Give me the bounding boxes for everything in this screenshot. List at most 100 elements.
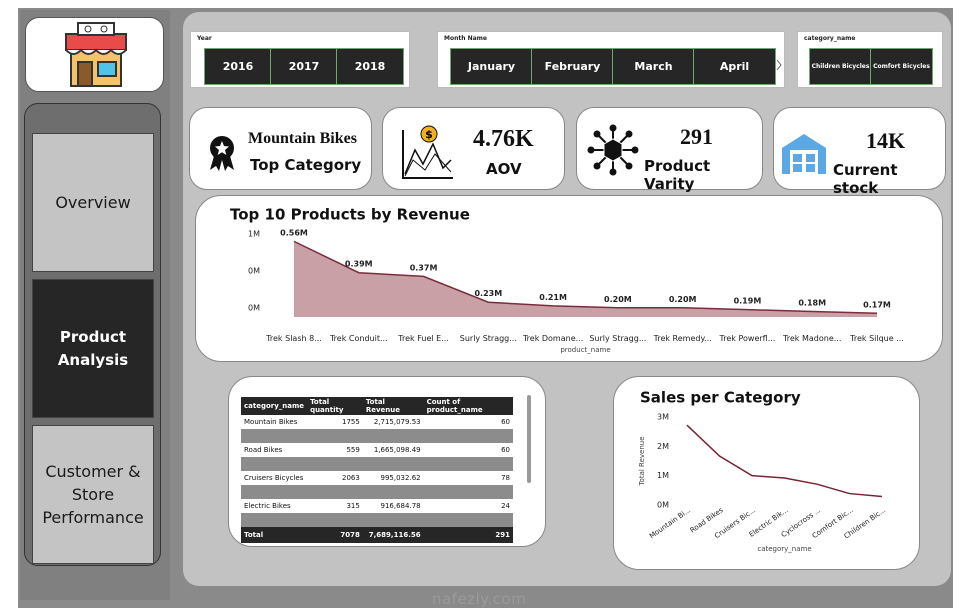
data-label: 0.17M — [863, 300, 891, 309]
y-axis-label: Total Revenue — [638, 436, 646, 486]
column-header: Total Revenue — [362, 397, 424, 415]
table-cell: 1755 — [341, 418, 360, 426]
column-header: Count of product_name — [423, 397, 513, 415]
award-icon — [210, 136, 234, 171]
network-icon — [587, 124, 639, 176]
y-tick-label: 0M — [248, 266, 260, 275]
slicer-option[interactable]: April — [693, 48, 776, 85]
chart-card: Top 10 Products by Revenue 0M 0M 1M Trek Sla… — [195, 195, 943, 362]
slicer-option[interactable]: February — [531, 48, 614, 85]
data-label: 0.20M — [669, 295, 697, 304]
row-spacer — [241, 429, 513, 443]
spacer-cell — [241, 429, 308, 443]
table-row: Electric Bikes 315 916,684.78 24 — [241, 499, 513, 513]
table-cell: 2,715,079.53 — [373, 418, 421, 426]
chart-title: Sales per Category — [640, 389, 801, 407]
line — [293, 240, 878, 315]
spacer-cell — [362, 485, 424, 499]
area — [294, 241, 877, 317]
spacer-cell — [423, 485, 513, 499]
y-tick-label: 1M — [248, 230, 260, 239]
spacer-cell — [307, 457, 363, 471]
nav-button[interactable]: Overview — [32, 133, 154, 272]
line-chart: Sales per Category 0M 1M 2M 3M Mountain Bi...… — [638, 389, 887, 554]
nav-button[interactable]: Customer & Store Performance — [32, 425, 154, 564]
table-cell: 24 — [501, 502, 510, 510]
data-label: 0.21M — [539, 293, 567, 302]
x-tick-label: Trek Slash 8... — [265, 334, 322, 343]
y-tick-label: 3M — [657, 413, 669, 422]
kpi-label: AOV — [486, 160, 522, 178]
shop-icon — [65, 22, 127, 87]
scroll-arrow[interactable] — [775, 58, 783, 72]
chart-title: Top 10 Products by Revenue — [230, 206, 470, 224]
y-tick-label: 0M — [248, 303, 260, 312]
kpi-value: 4.76K — [473, 126, 534, 152]
kpi-value: Mountain Bikes — [248, 130, 357, 147]
data-label: 0.56M — [280, 228, 308, 237]
y-tick-label: 2M — [657, 442, 669, 451]
x-tick-label: Trek Silque ... — [849, 334, 904, 343]
spacer-cell — [362, 429, 424, 443]
spacer-cell — [423, 513, 513, 527]
kpi-value: 14K — [866, 128, 906, 153]
nav-button-active[interactable]: Product Analysis — [32, 279, 154, 418]
y-tick-label: 0M — [657, 501, 669, 510]
x-tick-label: Surly Stragg... — [460, 334, 517, 343]
warehouse-icon — [782, 134, 826, 174]
data-label: 0.20M — [604, 295, 632, 304]
spacer-cell — [241, 513, 308, 527]
spacer-cell — [423, 457, 513, 471]
data-label: 0.37M — [410, 263, 438, 272]
slicer-option[interactable]: 2018 — [336, 48, 404, 85]
watermark: nafezly.com — [432, 590, 527, 608]
table-cell: 559 — [346, 446, 360, 454]
table-cell: Electric Bikes — [244, 502, 291, 510]
table-row: Road Bikes 559 1,665,098.49 60 — [241, 443, 513, 457]
total-cell: 7078 — [307, 527, 363, 543]
svg-text:$: $ — [425, 128, 433, 141]
table-cell: Mountain Bikes — [244, 418, 298, 426]
chart-icon: $ — [402, 125, 453, 179]
slicer-option[interactable]: Comfort Bicycles — [870, 48, 933, 85]
category-slicer: category_name Children Bicycles Comfort … — [797, 31, 943, 88]
x-tick-label: Surly Stragg... — [589, 334, 646, 343]
slicer-option[interactable]: Children Bicycles — [809, 48, 872, 85]
spacer-cell — [362, 513, 424, 527]
slicer-option[interactable]: March — [612, 48, 695, 85]
total-cell: 291 — [423, 527, 513, 543]
slicer-title: category_name — [804, 35, 856, 42]
kpi-label: Product Varity — [644, 157, 711, 193]
slicer-title: Year — [197, 35, 212, 42]
slicer-option[interactable]: 2017 — [270, 48, 338, 85]
header-row: category_name Total quantity Total Revenue… — [241, 397, 513, 415]
table-cell: 916,684.78 — [380, 502, 421, 510]
kpi-card: 14K Current stock — [773, 107, 946, 197]
x-tick-label: Trek Madone... — [782, 334, 841, 343]
data-label: 0.23M — [474, 289, 502, 298]
table-row: Mountain Bikes 1755 2,715,079.53 60 — [241, 415, 513, 429]
data-table: category_name Total quantity Total Revenue… — [241, 397, 513, 543]
kpi-card: 291 Product Varity — [576, 107, 763, 193]
slicer-option[interactable]: 2016 — [204, 48, 272, 85]
table-cell: 2063 — [341, 474, 360, 482]
slicer-title: Month Name — [444, 35, 487, 42]
scrollbar[interactable] — [525, 395, 533, 485]
kpi-card: Mountain Bikes Top Category — [189, 107, 372, 190]
y-tick-label: 1M — [657, 471, 669, 480]
row-spacer — [241, 485, 513, 499]
kpi-value: 291 — [680, 124, 713, 149]
table-cell: Road Bikes — [244, 446, 283, 454]
month-slicer: Month Name January February March April — [437, 31, 785, 88]
table-card: category_name Total quantity Total Revenue… — [228, 376, 546, 547]
x-axis-label: category_name — [757, 545, 811, 553]
x-axis-label: product_name — [560, 346, 610, 354]
spacer-cell — [362, 457, 424, 471]
column-header: Total quantity — [307, 397, 363, 415]
table-cell: 315 — [346, 502, 360, 510]
x-tick-label: Trek Remedy... — [653, 334, 712, 343]
data-label: 0.19M — [734, 297, 762, 306]
slicer-option[interactable]: January — [450, 48, 533, 85]
area-chart: Top 10 Products by Revenue 0M 0M 1M Trek Sla… — [230, 206, 904, 355]
